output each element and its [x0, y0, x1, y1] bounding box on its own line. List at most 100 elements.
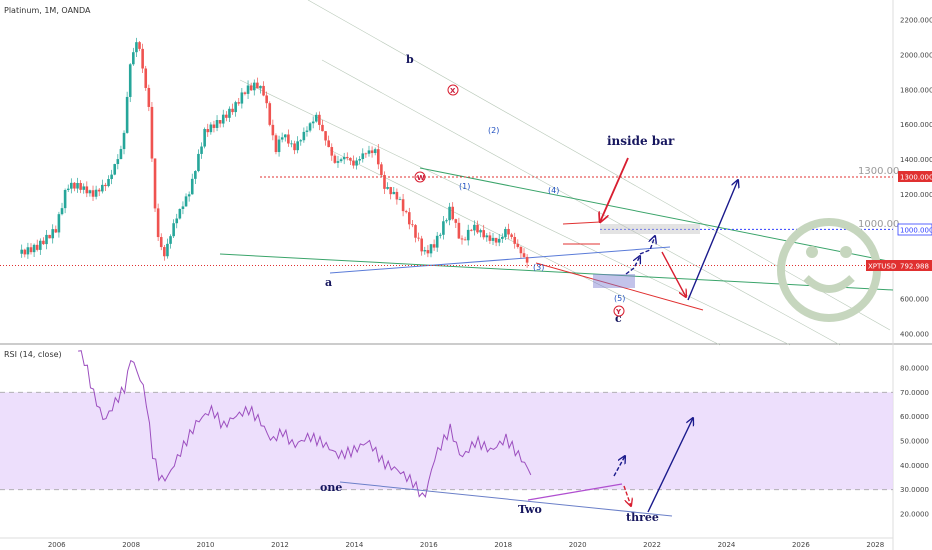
rsi-label-three: three — [626, 511, 659, 524]
candle-body — [234, 102, 237, 113]
candle-body — [287, 134, 290, 144]
rsi-tick: 20.0000 — [900, 511, 929, 519]
candle-body — [200, 146, 203, 154]
rsi-label-two: Two — [518, 503, 542, 516]
candle-body — [361, 153, 365, 160]
candle-body — [373, 149, 377, 154]
time-tick: 2010 — [197, 541, 215, 549]
candle-body — [20, 249, 24, 254]
candle-body — [187, 194, 191, 197]
candle-body — [203, 129, 206, 147]
candle-body — [392, 191, 396, 195]
rsi-tick: 80.0000 — [900, 365, 929, 373]
candle-body — [513, 236, 517, 244]
rsi-trend-lines — [339, 481, 673, 517]
candle-body — [336, 161, 340, 163]
candle-body — [73, 182, 76, 189]
candle-body — [302, 131, 306, 141]
level-1000-label: 1000.00 — [858, 219, 899, 230]
price-tick: 2000.000 — [900, 51, 932, 59]
candle-body — [54, 229, 58, 233]
candle-body — [249, 85, 253, 91]
candle-body — [246, 85, 250, 94]
candle-body — [153, 158, 157, 209]
candle-body — [97, 189, 101, 192]
candle-body — [448, 206, 451, 221]
candle-body — [296, 141, 299, 151]
candle-body — [113, 164, 117, 175]
fan-lines — [239, 0, 891, 346]
candle-body — [110, 174, 113, 180]
level-1300-label: 1300.00 — [858, 166, 899, 177]
rsi-axis[interactable]: 20.0000 30.0000 40.0000 50.0000 60.0000 70.00… — [900, 365, 929, 519]
candle-body — [252, 82, 256, 91]
time-axis[interactable]: 2006 2008 2010 2012 2014 2016 2018 2020 2022 2024… — [48, 541, 884, 549]
candle-body — [516, 243, 520, 247]
candle-body — [218, 120, 222, 124]
candle-body — [212, 124, 216, 128]
candle-body — [321, 124, 324, 132]
candle-body — [349, 157, 352, 161]
candle-body — [265, 95, 268, 104]
candle-body — [48, 234, 51, 239]
inside-bar-box[interactable] — [600, 224, 700, 234]
candle-body — [355, 160, 358, 166]
candle-body — [125, 96, 129, 133]
candle-body — [519, 246, 523, 254]
rsi-label-one: one — [320, 481, 342, 494]
candle-body — [504, 228, 507, 237]
candle-body — [215, 120, 219, 128]
symbol-header[interactable]: Platinum, 1M, OANDA — [4, 6, 91, 15]
candle-body — [122, 132, 126, 150]
target-box[interactable] — [593, 274, 635, 288]
candle-body — [32, 244, 36, 253]
candle-body — [438, 234, 442, 236]
candle-body — [178, 208, 182, 219]
candle-body — [221, 114, 225, 124]
time-tick: 2018 — [494, 541, 512, 549]
candle-body — [445, 220, 448, 222]
candle-body — [404, 211, 408, 213]
candle-body — [206, 129, 210, 133]
candle-body — [454, 219, 458, 223]
candle-body — [299, 140, 303, 142]
smiley-icon — [777, 218, 881, 322]
candle-body — [342, 156, 346, 160]
candle-body — [271, 124, 275, 136]
candle-body — [116, 159, 120, 165]
inside-bar-label: inside bar — [607, 134, 675, 148]
tag-symbol-bg — [866, 260, 898, 271]
candle-body — [166, 243, 169, 257]
candle-body — [457, 222, 461, 239]
candle-body — [240, 92, 244, 104]
candle-body — [311, 121, 315, 124]
candle-body — [85, 186, 89, 194]
candle-body — [432, 244, 436, 248]
candle-body — [345, 156, 349, 158]
price-tick: 2200.000 — [900, 17, 932, 25]
wave-2: (2) — [488, 126, 499, 135]
candle-body — [274, 135, 278, 153]
tag-symbol: XPTUSD — [868, 263, 896, 271]
candle-body — [128, 64, 132, 97]
candle-body — [138, 42, 141, 49]
candle-body — [308, 123, 312, 131]
candle-body — [26, 247, 30, 255]
candle-body — [414, 225, 417, 238]
candle-body — [228, 108, 231, 118]
candle-body — [39, 240, 42, 250]
wave-3: (3) — [533, 263, 544, 272]
candle-body — [144, 68, 148, 88]
candle-body — [426, 250, 430, 254]
candle-body — [364, 153, 368, 155]
candle-body — [376, 149, 380, 165]
candle-body — [423, 250, 427, 252]
candle-body — [479, 230, 482, 233]
rsi-header[interactable]: RSI (14, close) — [4, 350, 62, 359]
candle-body — [194, 171, 197, 179]
candle-body — [494, 237, 498, 243]
wave-1: (1) — [459, 182, 470, 191]
candle-body — [256, 82, 259, 89]
candle-body — [466, 229, 470, 241]
